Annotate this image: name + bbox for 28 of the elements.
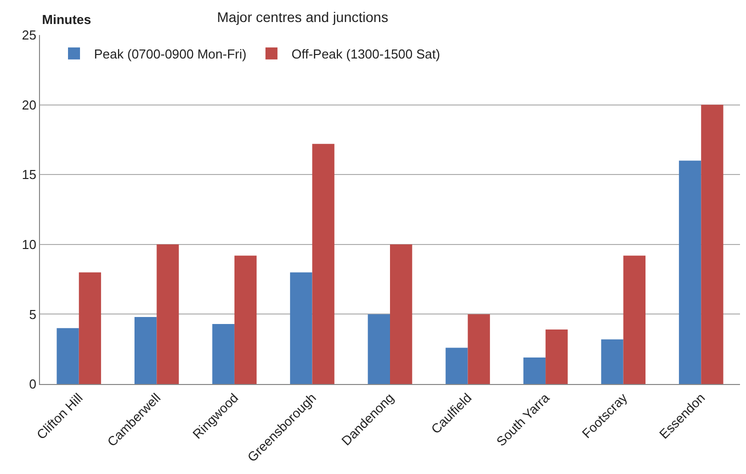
legend-label: Peak (0700-0900 Mon-Fri)	[94, 46, 246, 62]
y-tick-label: 10	[22, 236, 36, 252]
bar	[546, 330, 568, 384]
legend-label: Off-Peak (1300-1500 Sat)	[291, 46, 440, 62]
bar	[212, 324, 234, 384]
bar	[56, 328, 79, 384]
y-tick-label: 15	[22, 167, 36, 182]
y-tick-label: 5	[29, 306, 36, 322]
bar	[468, 314, 490, 384]
bar	[156, 244, 179, 384]
chart-title: Major centres and junctions	[217, 9, 388, 25]
bar	[134, 316, 157, 384]
y-tick-label: 0	[29, 376, 36, 392]
y-tick-label: 25	[22, 28, 36, 43]
y-axis-title: Minutes	[42, 12, 92, 27]
bar	[701, 104, 724, 384]
y-tick-label: 20	[22, 97, 36, 112]
bar	[678, 160, 702, 384]
bar	[312, 144, 334, 384]
bar	[623, 256, 646, 384]
bar	[446, 348, 468, 384]
bar	[390, 244, 412, 384]
bar	[523, 357, 546, 384]
bar	[368, 314, 390, 384]
bar	[78, 272, 102, 384]
bar	[234, 256, 257, 384]
bar	[290, 272, 312, 384]
bar	[601, 339, 624, 384]
